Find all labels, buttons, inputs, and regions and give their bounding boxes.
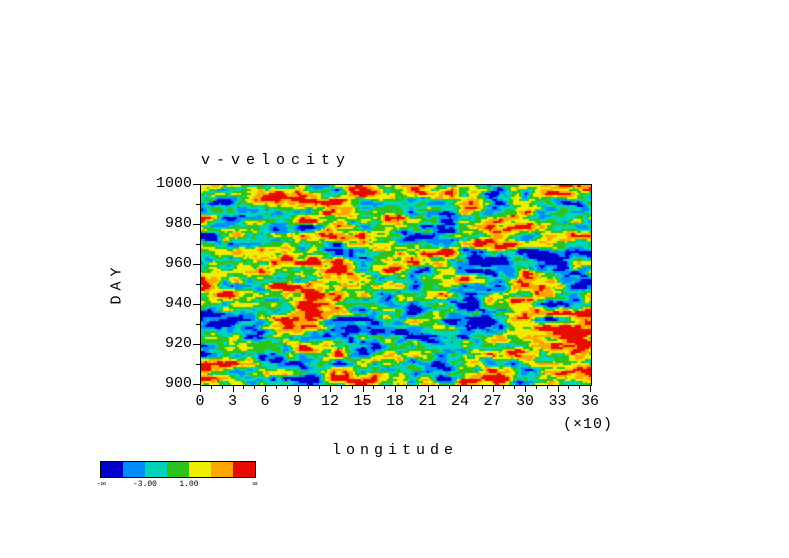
colorbar — [100, 461, 256, 478]
x-major-tick — [265, 386, 266, 392]
y-minor-tick — [196, 324, 200, 325]
x-tick-label: 27 — [483, 393, 502, 410]
x-minor-tick — [579, 386, 581, 389]
x-minor-tick — [384, 386, 386, 389]
x-tick-label: 9 — [292, 393, 302, 410]
x-minor-tick — [319, 386, 321, 389]
x-minor-tick — [405, 386, 407, 389]
colorbar-level-label: 1.00 — [179, 480, 199, 489]
x-tick-label: 18 — [385, 393, 404, 410]
x-minor-tick — [373, 386, 375, 389]
y-major-tick — [193, 344, 200, 345]
x-major-tick — [395, 386, 396, 392]
y-major-tick — [193, 224, 200, 225]
x-major-tick — [362, 386, 364, 392]
heatmap-canvas — [201, 185, 591, 385]
plot-area — [200, 184, 592, 386]
y-tick-label: 940 — [164, 295, 192, 312]
x-major-tick — [492, 386, 494, 392]
x-minor-tick — [210, 386, 212, 389]
x-minor-tick — [221, 386, 223, 389]
x-minor-tick — [275, 386, 277, 389]
x-tick-label: 3 — [227, 393, 237, 410]
colorbar-segment — [189, 462, 211, 477]
y-major-tick — [193, 184, 200, 185]
x-tick-label: 0 — [195, 393, 205, 410]
x-minor-tick — [503, 386, 505, 389]
y-major-tick — [193, 264, 200, 265]
x-tick-label: 24 — [450, 393, 469, 410]
x-tick-label: 33 — [548, 393, 567, 410]
x-minor-tick — [254, 386, 256, 389]
x-tick-label: 12 — [320, 393, 339, 410]
y-minor-tick — [196, 364, 200, 365]
colorbar-segment — [145, 462, 167, 477]
y-tick-label: 980 — [164, 215, 192, 232]
x-minor-tick — [470, 386, 472, 389]
x-major-tick — [525, 386, 526, 392]
x-tick-label: 21 — [418, 393, 437, 410]
x-major-tick — [427, 386, 429, 392]
chart-title: v-velocity — [201, 152, 352, 169]
y-axis-title: DAY — [108, 262, 126, 305]
x-axis-unit: (×10) — [562, 416, 613, 433]
colorbar-level-label: -∞ — [96, 480, 106, 489]
y-tick-label: 900 — [164, 375, 192, 392]
x-major-tick — [460, 386, 461, 392]
x-minor-tick — [243, 386, 245, 389]
x-minor-tick — [340, 386, 342, 389]
x-minor-tick — [416, 386, 418, 389]
x-minor-tick — [514, 386, 516, 389]
y-tick-label: 960 — [164, 255, 192, 272]
x-minor-tick — [438, 386, 440, 389]
x-tick-label: 6 — [260, 393, 270, 410]
x-major-tick — [590, 386, 591, 392]
x-minor-tick — [535, 386, 537, 389]
x-major-tick — [297, 386, 299, 392]
colorbar-level-label: ∞ — [252, 480, 258, 489]
colorbar-segment — [167, 462, 189, 477]
x-major-tick — [232, 386, 234, 392]
x-tick-label: 36 — [580, 393, 599, 410]
x-minor-tick — [351, 386, 353, 389]
colorbar-level-label: -3.00 — [132, 480, 157, 489]
colorbar-segment — [233, 462, 255, 477]
colorbar-segment — [123, 462, 145, 477]
x-minor-tick — [568, 386, 570, 389]
y-tick-label: 920 — [164, 335, 192, 352]
x-minor-tick — [449, 386, 451, 389]
colorbar-segment — [211, 462, 233, 477]
x-major-tick — [200, 386, 201, 392]
x-minor-tick — [308, 386, 310, 389]
x-minor-tick — [286, 386, 288, 389]
y-tick-label: 1000 — [155, 175, 192, 192]
y-minor-tick — [196, 244, 200, 245]
y-minor-tick — [196, 204, 200, 205]
y-major-tick — [193, 384, 200, 385]
x-tick-label: 30 — [515, 393, 534, 410]
colorbar-segment — [101, 462, 123, 477]
x-minor-tick — [481, 386, 483, 389]
x-axis-title: longitude — [331, 442, 458, 459]
y-major-tick — [193, 304, 200, 305]
x-major-tick — [330, 386, 331, 392]
x-minor-tick — [546, 386, 548, 389]
x-major-tick — [557, 386, 559, 392]
y-minor-tick — [196, 284, 200, 285]
x-tick-label: 15 — [353, 393, 372, 410]
